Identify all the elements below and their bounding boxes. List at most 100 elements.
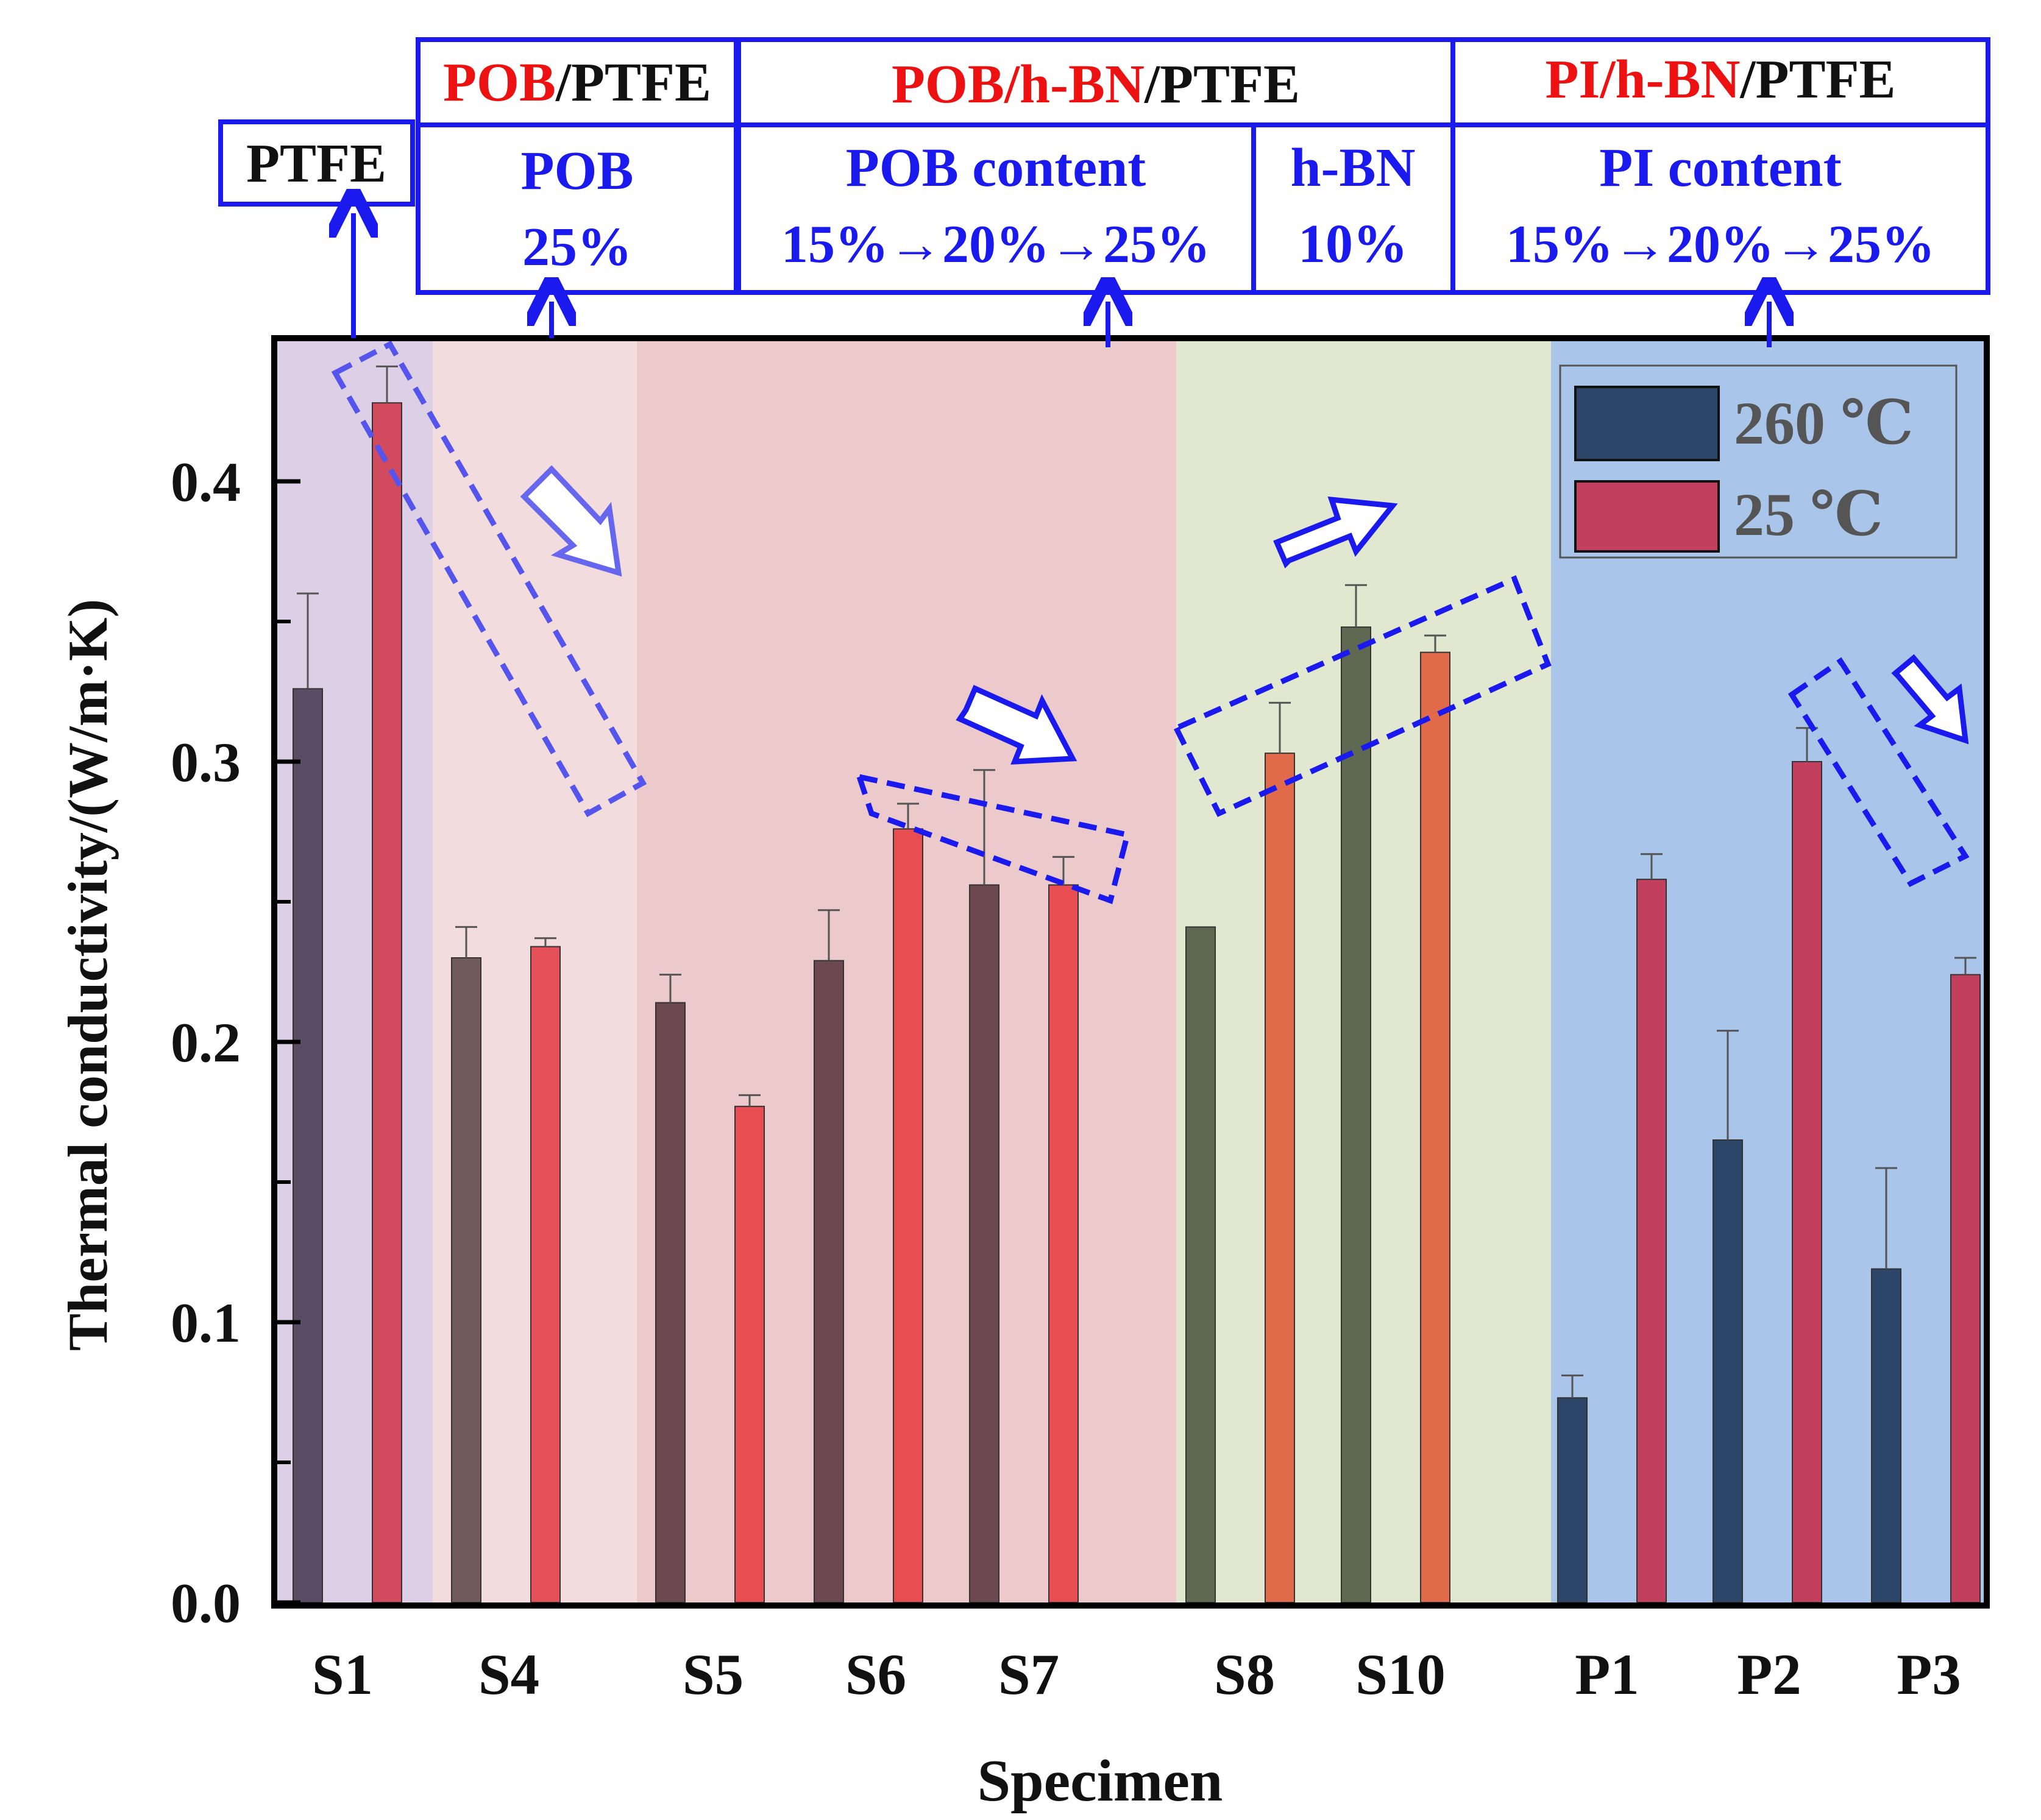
errorbar-s5-25c	[739, 1094, 761, 1107]
errorbar-s10-260c	[1345, 584, 1367, 628]
errorbar-p3-260c	[1875, 1167, 1897, 1269]
plot-area-frame	[271, 335, 1990, 1609]
pob-hbn-ptfe-red: POB/h-BN	[892, 54, 1145, 115]
bar-p3-260c	[1871, 1268, 1901, 1604]
hbn-box	[1251, 122, 1455, 295]
bar-p3-25c	[1950, 974, 1981, 1603]
error-bar-marks	[297, 365, 1976, 1398]
errorbar-s1-260c	[297, 592, 319, 689]
bar-s10-25c	[1420, 651, 1450, 1603]
legend: 260 ℃ 25 ℃	[1559, 364, 1958, 559]
x-tick-label-s4: S4	[478, 1642, 539, 1707]
hbn-line2: 10%	[1298, 214, 1408, 274]
pi-hbn-ptfe-red: PI/h-BN	[1545, 49, 1740, 110]
down-right-arrow-p2-icon	[1891, 654, 1969, 745]
legend-frame	[1559, 364, 1958, 559]
group-annotations: PTFE POB/PTFE POB 25% POB/h-BN/PTFE POB …	[218, 37, 1990, 295]
highlight-box-s8-s10	[1172, 575, 1552, 817]
x-tick-label-s6: S6	[845, 1642, 906, 1707]
legend-swatch-260	[1574, 386, 1720, 461]
y-tick-label-3: 0.3	[171, 731, 241, 793]
pi-hbn-ptfe-header: PI/h-BN/PTFE	[1545, 49, 1895, 110]
errorbar-s10-25c	[1424, 634, 1446, 653]
pi-content-line2: 15%→20%→25%	[1506, 215, 1935, 274]
x-axis: S1 S4 S5 S6 S7 S8 S10 P1 P2 P3	[312, 1642, 1961, 1707]
bar-p2-25c	[1792, 761, 1822, 1603]
pob-ptfe-header: POB/PTFE	[443, 52, 711, 113]
bar-s4-25c	[530, 946, 561, 1603]
errorbar-p3-25c	[1954, 957, 1976, 975]
up-right-arrow-s8-icon	[1273, 496, 1398, 568]
legend-label-260: 260 ℃	[1734, 389, 1914, 457]
errorbar-s1-25c	[376, 365, 398, 403]
trend-arrows	[520, 465, 1969, 765]
highlight-box-p2-p3	[1787, 657, 1970, 887]
bar-p1-260c	[1557, 1397, 1588, 1603]
x-tick-label-p3: P3	[1897, 1642, 1961, 1707]
errorbar-p1-260c	[1561, 1374, 1583, 1398]
ptfe-label: PTFE	[246, 133, 386, 194]
pi-hbn-ptfe-header-box	[1450, 37, 1990, 127]
pob-hbn-ptfe-header-box	[736, 37, 1455, 127]
bar-p1-25c	[1636, 879, 1667, 1603]
errorbar-s7-25c	[1052, 855, 1074, 885]
bar-s8-260c	[1185, 926, 1216, 1603]
bar-s6-260c	[814, 960, 844, 1603]
errorbar-p2-260c	[1717, 1030, 1739, 1140]
errorbar-s7-260c	[973, 769, 995, 885]
bar-marks	[293, 402, 1981, 1604]
x-tick-label-s5: S5	[683, 1642, 744, 1707]
highlight-box-s1	[331, 341, 647, 818]
hbn-line1: h-BN	[1290, 138, 1415, 198]
pob-ptfe-black: /PTFE	[555, 52, 711, 113]
x-tick-label-s7: S7	[998, 1642, 1059, 1707]
bar-s7-260c	[969, 884, 999, 1603]
y-axis-title: Thermal conductivity/(W/m·K)	[57, 599, 119, 1351]
errorbar-s4-25c	[534, 937, 556, 947]
pob-ptfe-header-box	[416, 37, 739, 127]
pob-label-line1: POB	[520, 141, 633, 201]
trend-highlight-boxes	[331, 341, 1970, 904]
errorbar-s6-25c	[897, 802, 919, 829]
bar-s4-260c	[451, 957, 481, 1603]
y-tick-label-1: 0.1	[171, 1292, 241, 1354]
pi-content-line1: PI content	[1599, 138, 1841, 198]
bar-s5-260c	[655, 1002, 686, 1603]
bar-s10-260c	[1341, 626, 1371, 1603]
right-arrow-s6-icon	[956, 685, 1077, 765]
pointer-arrows	[353, 213, 1769, 347]
pi-hbn-ptfe-black: /PTFE	[1740, 49, 1896, 110]
errorbar-s6-260c	[818, 909, 840, 961]
bar-s8-25c	[1265, 752, 1295, 1603]
bar-s1-25c	[372, 402, 402, 1604]
highlight-box-s6-s7	[855, 773, 1131, 904]
x-tick-label-s10: S10	[1355, 1642, 1446, 1707]
bar-p2-260c	[1713, 1139, 1743, 1603]
pob-hbn-ptfe-black: /PTFE	[1144, 54, 1300, 115]
errorbar-s5-260c	[659, 974, 681, 1003]
x-tick-label-s1: S1	[312, 1642, 373, 1707]
x-tick-label-s8: S8	[1214, 1642, 1275, 1707]
x-tick-label-p2: P2	[1737, 1642, 1801, 1707]
x-axis-title: Specimen	[978, 1748, 1223, 1814]
bar-s7-25c	[1048, 884, 1079, 1603]
errorbar-s4-260c	[455, 926, 477, 958]
y-tick-label-4: 0.4	[171, 451, 241, 513]
pob-label-line2: 25%	[522, 217, 632, 277]
pob-ptfe-red: POB	[443, 52, 556, 113]
legend-label-25: 25 ℃	[1734, 481, 1883, 548]
pob-content-line2: 15%→20%→25%	[781, 215, 1210, 274]
pi-content-box	[1450, 122, 1990, 295]
bar-s5-25c	[734, 1105, 765, 1604]
x-tick-label-p1: P1	[1575, 1642, 1639, 1707]
bar-s1-260c	[293, 688, 323, 1603]
errorbar-p1-25c	[1641, 853, 1663, 880]
y-tick-label-0: 0.0	[171, 1572, 241, 1634]
pob-hbn-ptfe-header: POB/h-BN/PTFE	[892, 54, 1300, 115]
down-right-arrow-s1-icon	[520, 465, 622, 577]
ptfe-box	[218, 119, 415, 207]
y-tick-label-2: 0.2	[171, 1011, 241, 1074]
pob-content-line1: POB content	[846, 138, 1146, 198]
errorbar-s8-25c	[1269, 701, 1291, 754]
